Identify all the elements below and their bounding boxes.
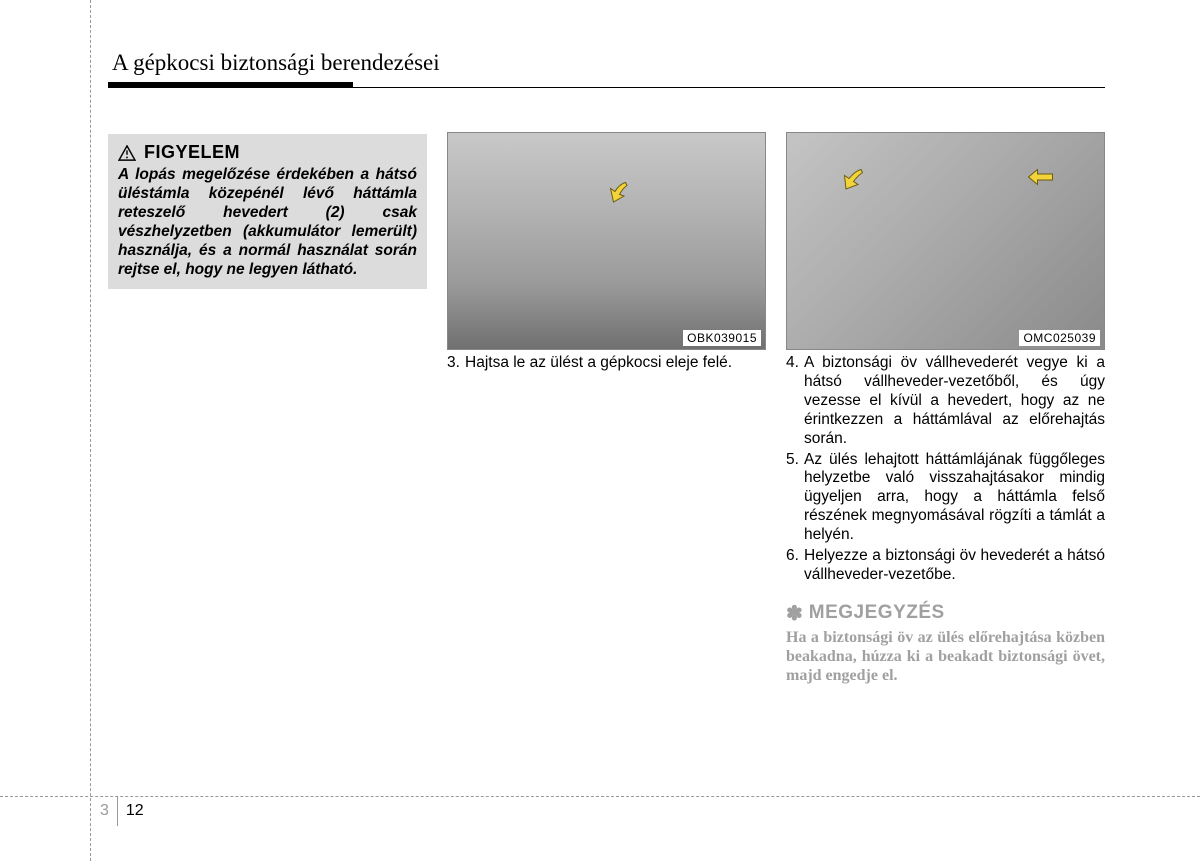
- step-text: A biztonsági öv vállhevederét vegye ki a…: [804, 354, 1105, 449]
- warning-text: A lopás megelőzése érdekében a hátsó ülé…: [118, 166, 417, 279]
- figure-seat-fold: OBK039015: [447, 132, 766, 350]
- column-2: OBK039015 3. Hajtsa le az ülést a gépkoc…: [447, 132, 766, 686]
- step-3: 3. Hajtsa le az ülést a gépkocsi eleje f…: [447, 354, 766, 373]
- warning-icon: [118, 145, 136, 161]
- step-number: 4.: [786, 354, 804, 449]
- step-text: Hajtsa le az ülést a gépkocsi eleje felé…: [465, 354, 766, 373]
- page-divider: [117, 796, 118, 826]
- page-in-chapter: 12: [126, 802, 144, 820]
- step-number: 6.: [786, 547, 804, 585]
- arrow-left-icon: [1025, 165, 1059, 195]
- note-label: MEGJEGYZÉS: [809, 602, 945, 624]
- column-1: FIGYELEM A lopás megelőzése érdekében a …: [108, 132, 427, 686]
- figure-code: OMC025039: [1019, 330, 1100, 346]
- page-number: 3 12: [100, 796, 144, 826]
- column-3: OMC025039 4. A biztonsági öv vállheveder…: [786, 132, 1105, 686]
- steps-list: 4. A biztonsági öv vállhevederét vegye k…: [786, 354, 1105, 585]
- step-text: Helyezze a biztonsági öv hevederét a hát…: [804, 547, 1105, 585]
- arrow-down-icon: [603, 178, 633, 208]
- step-number: 3.: [447, 354, 465, 373]
- note-text: Ha a biztonsági öv az ülés előrehajtása …: [786, 629, 1105, 686]
- note-heading: ✽ MEGJEGYZÉS: [786, 601, 1105, 626]
- warning-label: FIGYELEM: [144, 142, 240, 163]
- figure-code: OBK039015: [683, 330, 761, 346]
- note-star-icon: ✽: [786, 601, 803, 626]
- page-title: A gépkocsi biztonsági berendezései: [112, 50, 1105, 76]
- content-columns: FIGYELEM A lopás megelőzése érdekében a …: [108, 132, 1105, 686]
- step-5: 5. Az ülés lehajtott háttámlájának függő…: [786, 451, 1105, 546]
- step-4: 4. A biztonsági öv vállhevederét vegye k…: [786, 354, 1105, 449]
- step-6: 6. Helyezze a biztonsági öv hevederét a …: [786, 547, 1105, 585]
- chapter-number: 3: [100, 802, 117, 820]
- step-text: Az ülés lehajtott háttámlájának függő­le…: [804, 451, 1105, 546]
- header-rule: [108, 82, 1105, 90]
- warning-box: FIGYELEM A lopás megelőzése érdekében a …: [108, 134, 427, 289]
- arrow-down-left-icon: [837, 165, 867, 195]
- step-number: 5.: [786, 451, 804, 546]
- figure-seatbelt-guide: OMC025039: [786, 132, 1105, 350]
